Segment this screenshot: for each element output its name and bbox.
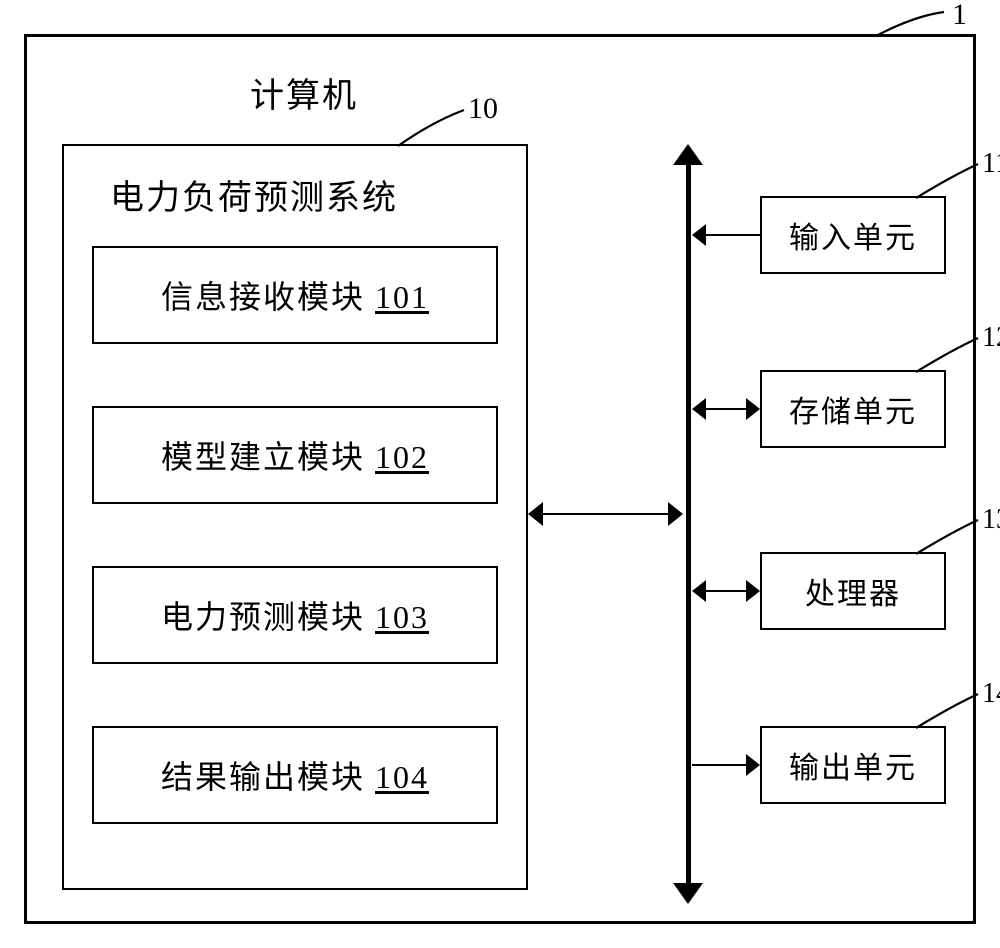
module-box: 结果输出模块 104 (92, 726, 498, 824)
unit-box: 存储单元 (760, 370, 946, 448)
unit-name: 输出单元 (789, 743, 917, 787)
unit-name: 存储单元 (789, 387, 917, 431)
connector-arrow-left (692, 224, 706, 246)
connector-arrow-right (746, 754, 760, 776)
unit-name: 输入单元 (789, 213, 917, 257)
module-ref: 104 (375, 759, 429, 795)
unit-box: 处理器 (760, 552, 946, 630)
bus-arrow-down (673, 883, 703, 904)
connector-line (703, 408, 749, 411)
module-box: 信息接收模块 101 (92, 246, 498, 344)
module-box: 电力预测模块 103 (92, 566, 498, 664)
module-name: 信息接收模块 (161, 279, 365, 315)
module-label: 结果输出模块 104 (161, 752, 429, 798)
system-ref: 10 (468, 92, 498, 126)
unit-name: 处理器 (805, 569, 901, 613)
module-ref: 103 (375, 599, 429, 635)
connector-arrow-right (668, 502, 683, 526)
connector-line (540, 513, 672, 516)
unit-box: 输出单元 (760, 726, 946, 804)
module-name: 结果输出模块 (161, 759, 365, 795)
connector-arrow-left (528, 502, 543, 526)
module-ref: 102 (375, 439, 429, 475)
unit-box: 输入单元 (760, 196, 946, 274)
unit-ref: 11 (982, 148, 1000, 180)
bus-line (686, 159, 691, 889)
module-label: 模型建立模块 102 (161, 432, 429, 478)
outer-ref: 1 (952, 0, 967, 32)
connector-arrow-left (692, 580, 706, 602)
module-name: 电力预测模块 (161, 599, 365, 635)
connector-line (692, 764, 749, 767)
unit-ref: 13 (982, 504, 1000, 536)
module-box: 模型建立模块 102 (92, 406, 498, 504)
unit-ref: 12 (982, 322, 1000, 354)
connector-arrow-left (692, 398, 706, 420)
connector-line (703, 234, 760, 237)
computer-label: 计算机 (250, 68, 358, 117)
module-label: 电力预测模块 103 (161, 592, 429, 638)
connector-arrow-right (746, 398, 760, 420)
connector-arrow-right (746, 580, 760, 602)
system-title: 电力负荷预测系统 (110, 170, 398, 219)
module-ref: 101 (375, 279, 429, 315)
diagram-canvas: 1 计算机 10 电力负荷预测系统信息接收模块 101 模型建立模块 102 电力预测模块… (0, 0, 1000, 948)
unit-ref: 14 (982, 678, 1000, 710)
connector-line (703, 590, 749, 593)
module-name: 模型建立模块 (161, 439, 365, 475)
module-label: 信息接收模块 101 (161, 272, 429, 318)
bus-arrow-up (673, 144, 703, 165)
